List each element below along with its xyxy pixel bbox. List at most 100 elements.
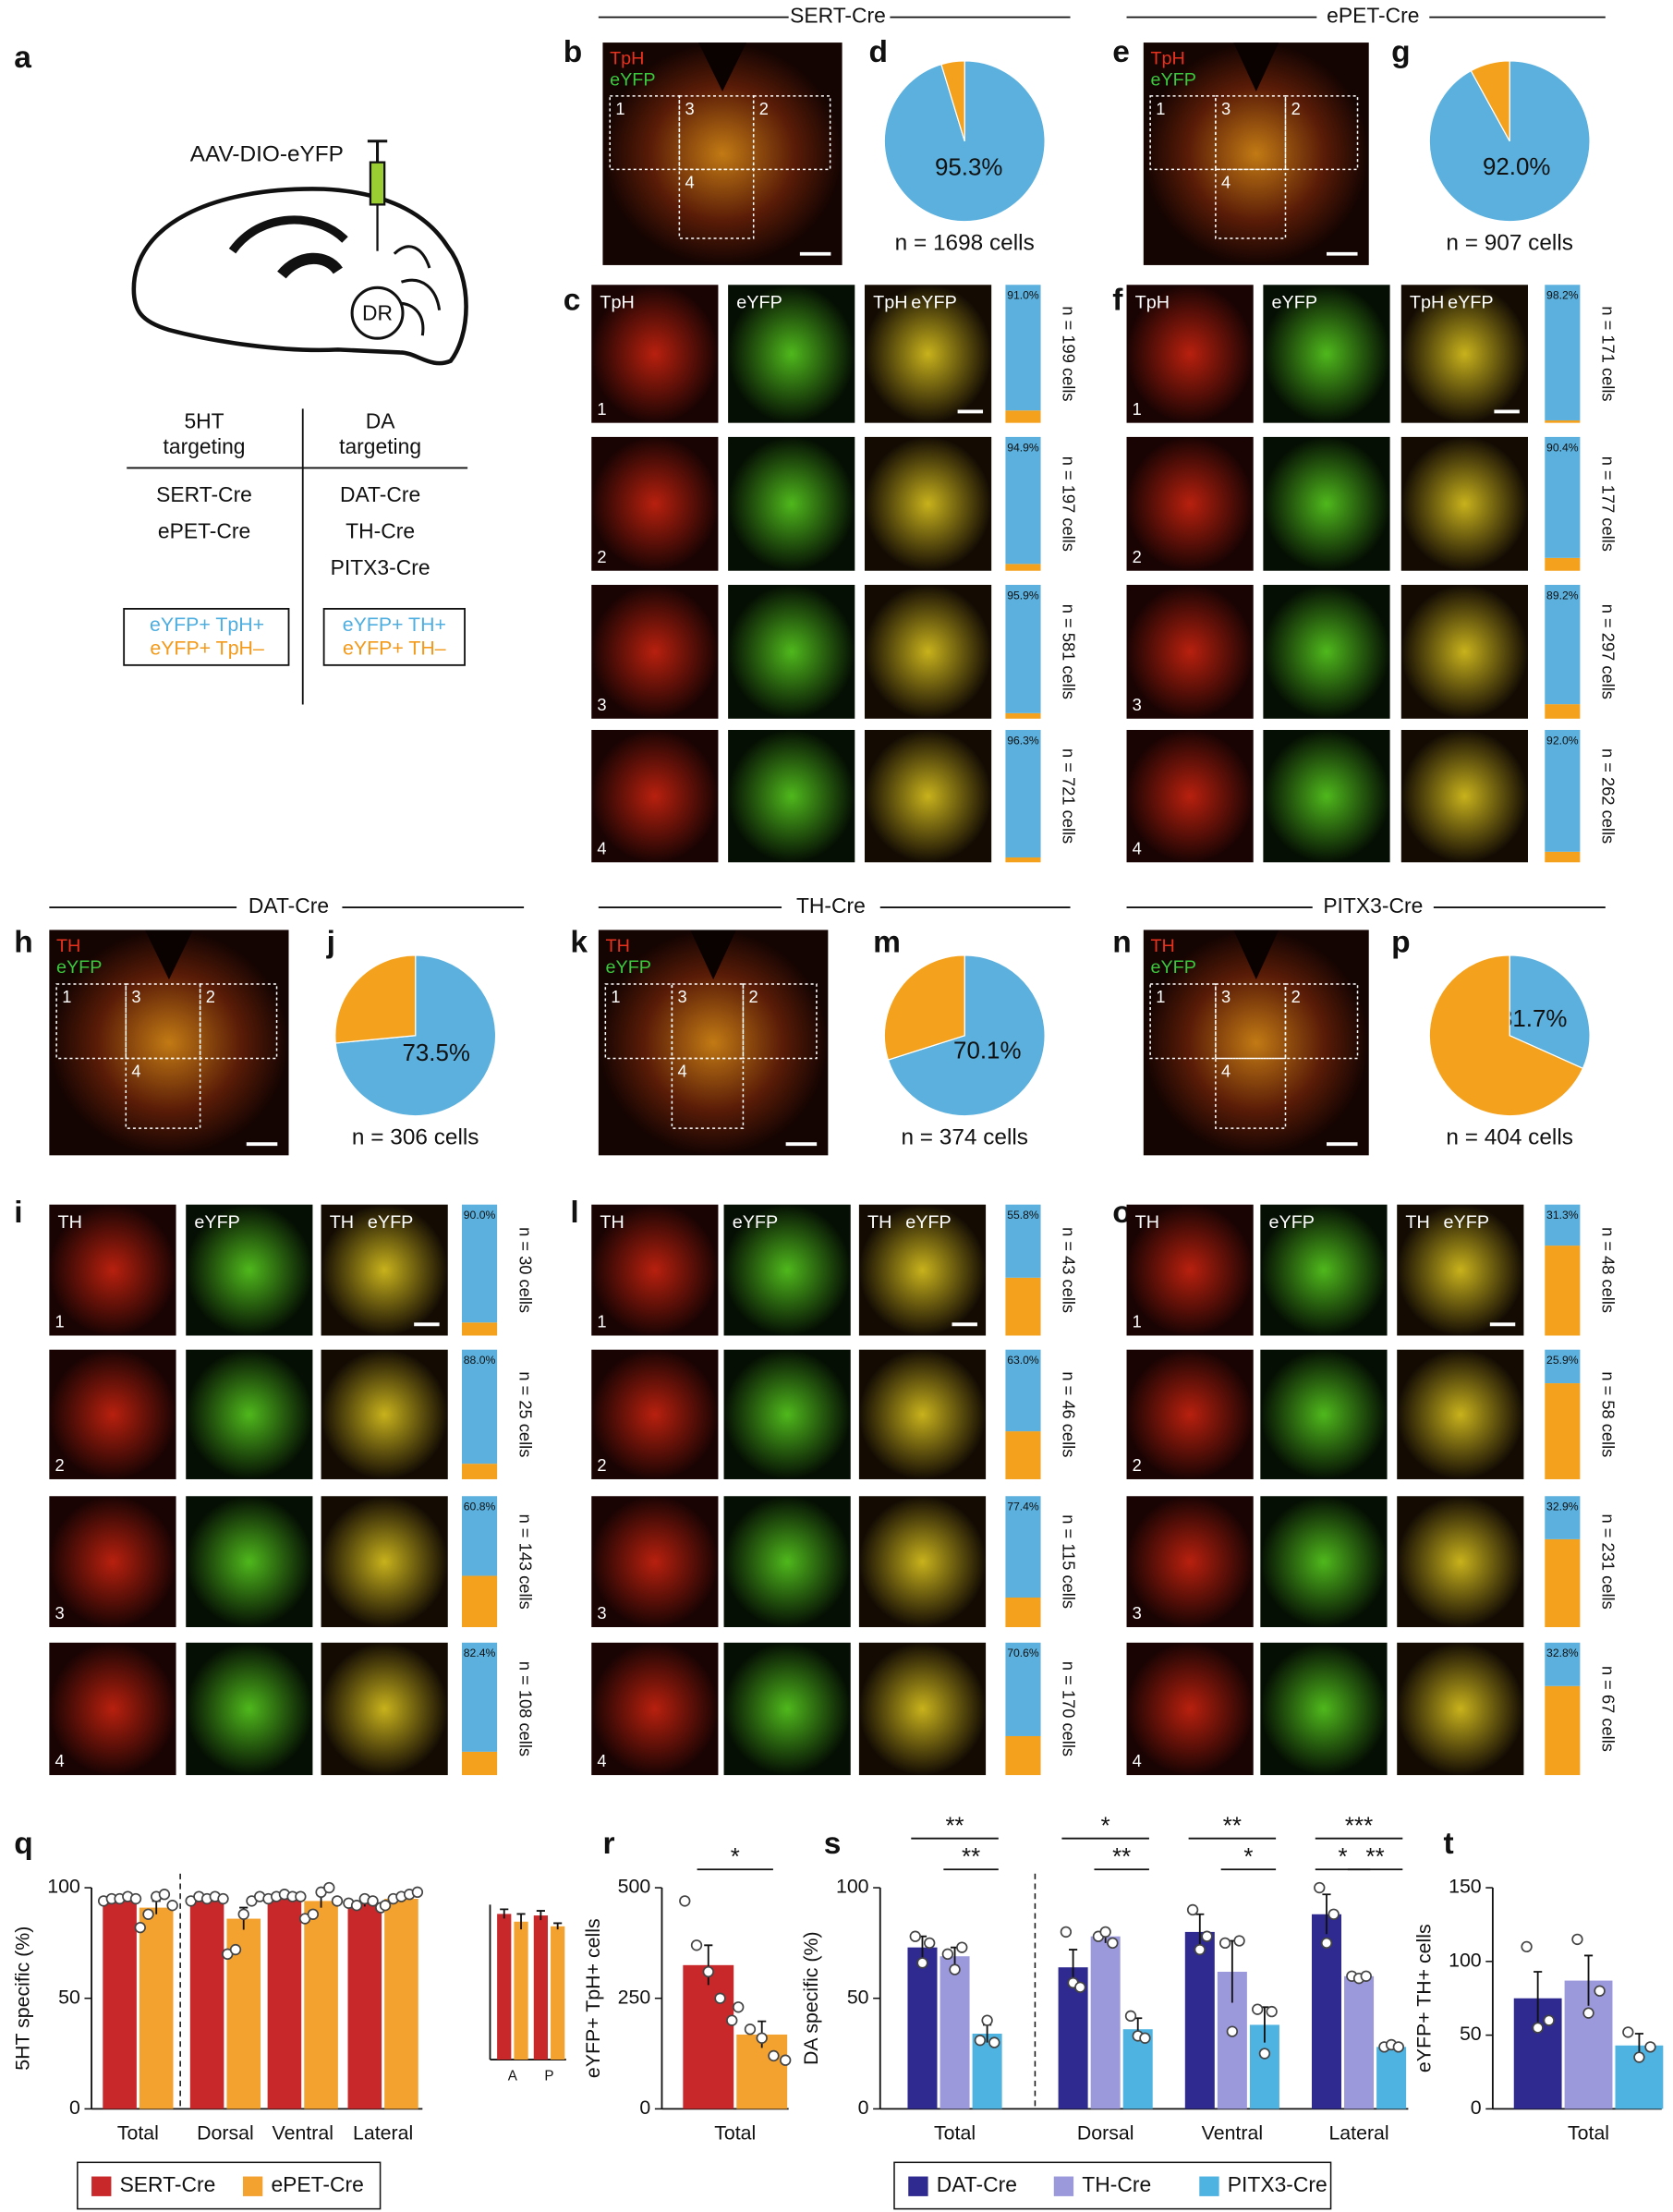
region-box [671, 1057, 745, 1129]
reporter-label: eYFP [56, 957, 103, 978]
pie-annotation: n = 907 cells [1446, 230, 1573, 255]
reporter-label: eYFP [605, 957, 651, 978]
y-axis-label: 5HT specific (%) [12, 1926, 34, 2071]
region-number: 4 [55, 1751, 64, 1770]
column-header: eYFP [911, 292, 957, 312]
micrograph [49, 1642, 176, 1776]
region-box [1215, 95, 1287, 171]
pie-annotation: n = 404 cells [1446, 1124, 1573, 1149]
section-header: DAT-Cre [249, 893, 329, 918]
data-point [379, 1900, 392, 1912]
bar [551, 1926, 565, 2060]
segment-label: 98.2% [1546, 289, 1579, 302]
stacked-segment [1545, 1642, 1581, 1686]
micrograph [723, 1349, 851, 1479]
bar [1376, 2047, 1407, 2109]
cre-line: SERT-Cre [156, 482, 252, 506]
data-point [1360, 1970, 1372, 1982]
data-point [229, 1943, 242, 1956]
micrograph [1400, 285, 1528, 423]
region-number: 3 [1221, 99, 1231, 118]
micrograph [1263, 584, 1390, 719]
region-number: 3 [597, 695, 606, 714]
segment-label: 94.9% [1007, 441, 1039, 454]
data-point [956, 1941, 968, 1953]
data-point [1532, 2022, 1544, 2034]
region-box [55, 983, 127, 1060]
micrograph [1126, 1204, 1254, 1336]
count-annotation: n = 108 cells [515, 1661, 535, 1756]
micrograph [1263, 729, 1390, 863]
data-point [1521, 1940, 1533, 1953]
bar [304, 1901, 338, 2109]
region-number: 3 [677, 987, 686, 1006]
micrograph [864, 285, 992, 423]
pie-annotation: n = 1698 cells [895, 230, 1035, 255]
data-point [941, 1948, 954, 1961]
pie-label: 31.7% [1499, 1006, 1567, 1032]
micrograph [1260, 1204, 1388, 1336]
count-annotation: n = 170 cells [1060, 1661, 1079, 1756]
stacked-segment [1545, 557, 1581, 571]
micrograph [1126, 285, 1254, 423]
stacked-segment [1005, 1431, 1041, 1479]
key-entry: eYFP+ TpH– [150, 638, 264, 660]
y-tick-label: 100 [1449, 1949, 1482, 1971]
stacked-segment [1545, 436, 1581, 558]
micrograph [591, 436, 719, 571]
panel-label: i [14, 1196, 22, 1230]
micrograph [858, 1496, 987, 1628]
stacked-segment [1005, 436, 1041, 565]
data-point [768, 2049, 780, 2062]
y-tick-label: 50 [847, 1986, 869, 2008]
column-header: eYFP [733, 1212, 779, 1233]
data-point [323, 1881, 335, 1894]
data-point [1218, 1937, 1231, 1950]
bar [103, 1899, 137, 2109]
segment-label: 91.0% [1007, 289, 1039, 302]
count-annotation: n = 30 cells [515, 1227, 535, 1313]
region-label: DR [362, 300, 393, 324]
segment-label: 95.9% [1007, 589, 1039, 602]
stacked-segment [1545, 584, 1581, 705]
stacked-segment [462, 1204, 498, 1323]
bar [683, 1964, 734, 2109]
stacked-segment [1005, 285, 1041, 411]
significance-label: * [731, 1844, 740, 1870]
panel-label: f [1112, 283, 1123, 317]
bar [1344, 1975, 1375, 2109]
segment-label: 63.0% [1007, 1354, 1039, 1367]
pie-annotation: n = 306 cells [352, 1124, 479, 1149]
segment-label: 77.4% [1007, 1501, 1039, 1513]
significance-label: * [1243, 1844, 1253, 1870]
data-point [134, 1921, 146, 1934]
segment-label: 32.8% [1546, 1647, 1579, 1659]
region-number: 3 [597, 1603, 606, 1623]
stacked-segment [1005, 564, 1041, 571]
targeting-heading: targeting [339, 434, 421, 458]
micrograph [1397, 1642, 1524, 1776]
segment-label: 92.0% [1546, 734, 1579, 747]
stacked-segment [1005, 729, 1041, 857]
micrograph [186, 1204, 313, 1336]
cre-line: ePET-Cre [158, 519, 250, 543]
region-number: 4 [597, 1751, 606, 1770]
segment-label: 96.3% [1007, 734, 1039, 747]
micrograph [591, 1204, 719, 1336]
significance-label: ** [1223, 1813, 1242, 1839]
micrograph [591, 1496, 719, 1628]
stain-label: TH [1150, 936, 1174, 956]
data-point [1060, 1926, 1073, 1939]
count-annotation: n = 171 cells [1599, 306, 1618, 401]
column-header: eYFP [1448, 292, 1494, 312]
significance-label: ** [962, 1844, 980, 1870]
micrograph [1126, 729, 1254, 863]
count-annotation: n = 297 cells [1599, 604, 1618, 699]
legend-label: ePET-Cre [271, 2172, 363, 2196]
virus-label: AAV-DIO-eYFP [190, 141, 344, 166]
data-point [679, 1895, 691, 1907]
stacked-segment [1545, 1496, 1581, 1539]
legend-box [893, 2161, 1332, 2210]
